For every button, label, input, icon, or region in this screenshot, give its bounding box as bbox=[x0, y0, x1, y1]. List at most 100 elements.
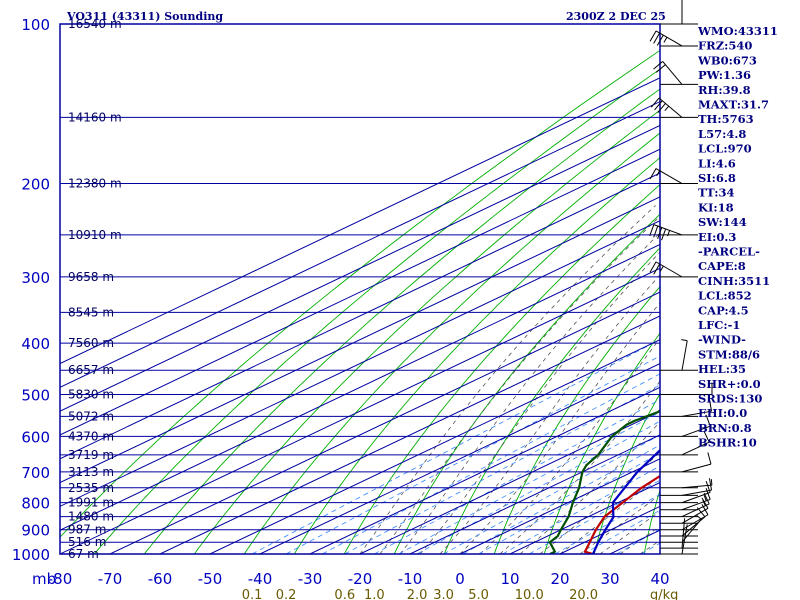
wind-barb bbox=[649, 261, 698, 278]
isotherm-line bbox=[259, 362, 660, 554]
isotherm-line bbox=[109, 291, 660, 554]
stability-index-item: L57:4.8 bbox=[698, 127, 746, 141]
mixing-ratio-label: 0.1 bbox=[242, 588, 263, 600]
wind-barb-flag bbox=[703, 492, 710, 505]
wind-barb bbox=[660, 488, 711, 511]
pressure-tick-label: 100 bbox=[21, 16, 50, 34]
wind-barb bbox=[660, 514, 702, 543]
height-label: 2535 m bbox=[68, 481, 114, 495]
temperature-trace bbox=[583, 474, 660, 554]
mixing-ratio-label: 2.0 bbox=[407, 588, 428, 600]
wind-barb-staff bbox=[658, 97, 683, 118]
stability-index-item: SW:144 bbox=[698, 215, 747, 229]
temperature-tick-label: -30 bbox=[298, 570, 323, 588]
wind-barb bbox=[660, 479, 713, 489]
temperature-tick-label: -50 bbox=[198, 570, 223, 588]
stability-index-item: LCL:970 bbox=[698, 142, 752, 156]
isotherm-line bbox=[60, 172, 660, 460]
temperature-tick-label: -80 bbox=[48, 570, 73, 588]
wind-barb-flag bbox=[653, 263, 661, 275]
wind-barb bbox=[660, 507, 706, 537]
wind-barb-flag bbox=[664, 105, 670, 112]
isotherm-line bbox=[60, 124, 660, 412]
stability-index-item: CINH:3511 bbox=[698, 274, 770, 288]
isotherm-line bbox=[60, 243, 660, 531]
wind-barb bbox=[660, 497, 709, 524]
stability-index-item: LFC:-1 bbox=[698, 318, 740, 332]
stability-index-item: CAP:4.5 bbox=[698, 303, 749, 317]
mixing-ratio-label: 20.0 bbox=[569, 588, 598, 600]
wind-barb-staff bbox=[681, 507, 709, 524]
height-label: 1991 m bbox=[68, 496, 114, 510]
stability-index-item: SI:6.8 bbox=[698, 171, 736, 185]
wind-barb-staff bbox=[653, 224, 683, 236]
height-label: 16540 m bbox=[68, 17, 122, 31]
stability-index-item: PW:1.36 bbox=[698, 68, 751, 82]
wind-barb-staff bbox=[681, 514, 709, 531]
chart-title: VO311 (43311) Sounding bbox=[66, 10, 223, 23]
pressure-tick-label: 300 bbox=[21, 269, 50, 287]
stability-index-item: STM:88/6 bbox=[698, 347, 760, 361]
stability-index-item: WB0:673 bbox=[697, 53, 757, 67]
height-label: 10910 m bbox=[68, 228, 122, 242]
mixing-ratio-line bbox=[529, 479, 660, 554]
temperature-tick-label: 20 bbox=[550, 570, 569, 588]
height-label: 14160 m bbox=[68, 110, 122, 124]
isotherm-line bbox=[309, 386, 660, 554]
stability-index-item: -WIND- bbox=[698, 333, 746, 347]
wind-barb bbox=[660, 0, 698, 25]
stability-index-item: SRDS:130 bbox=[698, 392, 762, 406]
height-label: 8545 m bbox=[68, 305, 114, 319]
height-label: 12380 m bbox=[68, 177, 122, 191]
isotherm-line bbox=[60, 101, 660, 388]
wind-barb-staff bbox=[681, 441, 710, 456]
wind-barb-flag bbox=[681, 339, 688, 342]
temperature-tick-label: 0 bbox=[455, 570, 465, 588]
isotherm-line bbox=[409, 434, 660, 554]
temperature-tick-label: -40 bbox=[248, 570, 273, 588]
pressure-unit-label: mb bbox=[32, 570, 56, 588]
wind-barb-staff bbox=[681, 410, 712, 417]
stability-index-item: TH:5763 bbox=[698, 112, 754, 126]
wind-barb bbox=[660, 524, 698, 555]
stability-index-item: MAXT:31.7 bbox=[698, 98, 769, 112]
mixing-ratio-unit-label: g/kg bbox=[650, 588, 678, 600]
stability-index-item: EI:0.3 bbox=[698, 230, 736, 244]
chart-datetime: 2300Z 2 DEC 25 bbox=[566, 10, 666, 23]
wind-barb-staff bbox=[655, 168, 683, 184]
wind-barb bbox=[660, 478, 713, 496]
wind-barb-flag bbox=[649, 30, 657, 42]
isotherm-line bbox=[60, 267, 660, 554]
wind-barb-flag bbox=[667, 230, 671, 237]
mixing-ratio-line bbox=[583, 509, 660, 554]
wind-barb-flag bbox=[702, 500, 706, 506]
pressure-tick-label: 1000 bbox=[12, 546, 50, 564]
dry-adiabat-line bbox=[193, 109, 660, 554]
wind-barb-flag bbox=[653, 61, 664, 70]
mixing-ratio-label: 3.0 bbox=[433, 588, 454, 600]
wind-barb-flag bbox=[649, 224, 655, 237]
stability-index-item: BRN:0.8 bbox=[698, 421, 752, 435]
wind-barbs bbox=[649, 0, 713, 555]
wind-barb bbox=[649, 168, 698, 185]
wind-barb-staff bbox=[655, 30, 683, 47]
wind-barb-flag bbox=[657, 103, 666, 113]
mixing-ratio-label: 0.2 bbox=[276, 588, 297, 600]
moist-adiabat-line bbox=[539, 451, 660, 554]
height-label: 3719 m bbox=[68, 448, 114, 462]
stability-index-item: SHR+:0.0 bbox=[698, 377, 761, 391]
wind-barb bbox=[660, 414, 711, 437]
wind-barb-staff bbox=[681, 340, 688, 371]
isotherm-line bbox=[159, 315, 660, 554]
isotherm-line bbox=[459, 458, 660, 554]
wind-barb-staff bbox=[662, 61, 683, 85]
isotherm-line bbox=[60, 220, 660, 507]
wind-barb bbox=[660, 492, 710, 518]
moist-adiabat-line bbox=[519, 421, 660, 554]
height-label: 987 m bbox=[68, 523, 106, 537]
wind-barb bbox=[660, 452, 712, 473]
wind-barb-staff bbox=[681, 425, 711, 437]
height-label: 67 m bbox=[68, 547, 99, 561]
temperature-tick-label: -70 bbox=[98, 570, 123, 588]
